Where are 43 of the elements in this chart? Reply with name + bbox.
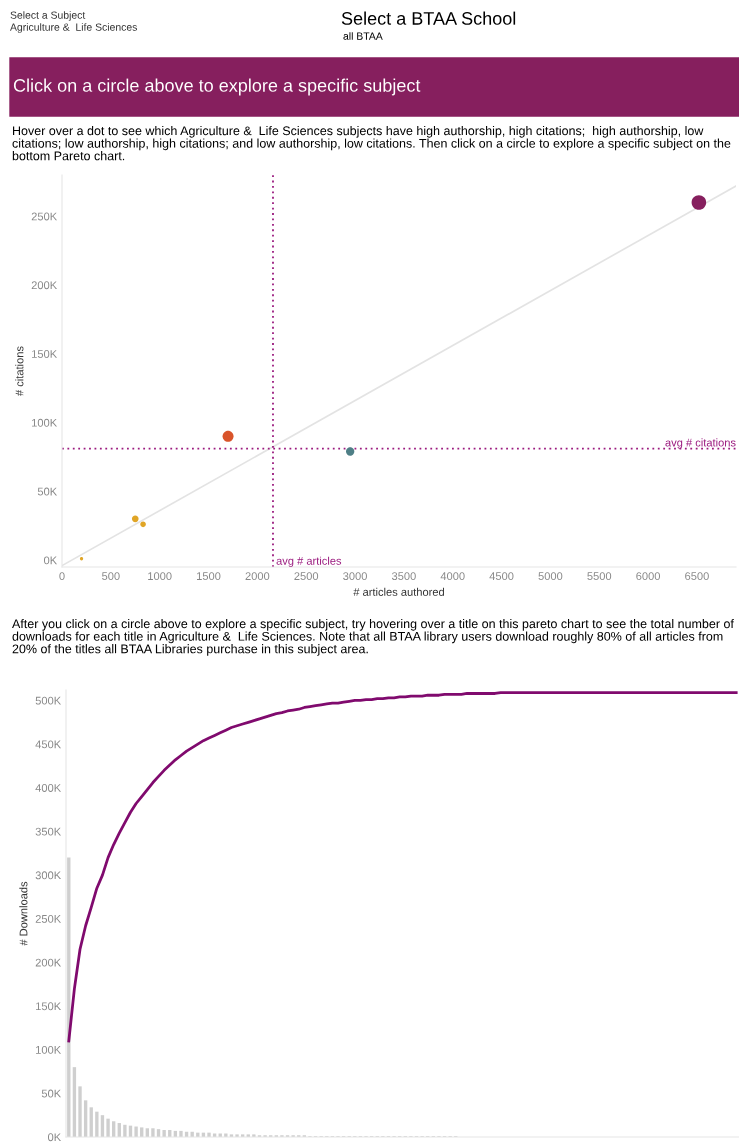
y-tick-label: 50K — [37, 487, 58, 496]
y-tick-label: 100K — [32, 418, 58, 427]
x-tick-label: 1000 — [148, 572, 172, 581]
x-tick-label: 6000 — [636, 572, 661, 581]
y-tick-label: 300K — [35, 871, 62, 880]
y-tick-label: 400K — [35, 784, 62, 792]
chart-subtitle: Hover over a dot to see which Agriculture & Life Sciences subjects have high authorship, high citations; high authorship, low citations; low authorship, high citations; and low authorship, low citations. Then click on a circle to explore a specific subject on the bottom Pareto chart. — [12, 126, 731, 161]
x-tick-label: 2500 — [294, 572, 319, 581]
y-tick-label: 150K — [32, 350, 58, 358]
x-tick-label: 5000 — [538, 572, 563, 581]
y-tick-label: 200K — [31, 281, 58, 290]
y-tick-label: 500K — [35, 696, 62, 705]
ref-line-label: avg # articles — [276, 556, 342, 567]
x-tick-label: 1500 — [197, 572, 221, 581]
y-tick-label: 50K — [41, 1089, 62, 1098]
x-tick-label: 500 — [102, 572, 120, 581]
y-tick-label: 0K — [47, 1133, 62, 1142]
x-axis-title: # articles authored — [353, 587, 444, 596]
y-tick-label: 200K — [35, 958, 62, 967]
x-tick-label: 5500 — [587, 572, 612, 581]
ref-line-label: avg # citations — [665, 438, 736, 449]
x-tick-label: 3000 — [343, 572, 367, 581]
y-tick-label: 100K — [36, 1045, 62, 1054]
x-tick-label: 2000 — [245, 572, 270, 581]
y-tick-label: 350K — [35, 827, 62, 836]
x-tick-label: 0 — [59, 572, 65, 581]
chart-subtitle: After you click on a circle above to explore a specific subject, try hovering over a title on this pareto chart to see the total number of downloads for each title in Agriculture & Life Sciences. Note that all BTAA library users download roughly 80% of all articles from 20% of the titles all BTAA Libraries purchase in this subject area. — [12, 619, 734, 656]
x-tick-label: 4500 — [489, 572, 514, 581]
text: Click on a circle above to explore a specific subject — [13, 78, 421, 96]
y-tick-label: 450K — [35, 740, 62, 749]
text: Agriculture & Life Sciences — [10, 23, 137, 33]
text: Select a BTAA School — [341, 11, 516, 25]
y-tick-label: 250K — [35, 915, 62, 923]
x-tick-label: 4000 — [440, 572, 465, 581]
text: Select a Subject — [10, 11, 86, 21]
y-axis-title: # Downloads — [19, 881, 28, 946]
text: all BTAA — [343, 32, 383, 40]
x-tick-label: 3500 — [391, 572, 416, 581]
y-tick-label: 150K — [36, 1002, 62, 1011]
y-axis-title: # citations — [15, 346, 24, 396]
y-tick-label: 250K — [31, 212, 58, 221]
x-tick-label: 6500 — [685, 572, 709, 581]
y-tick-label: 0K — [43, 556, 58, 565]
